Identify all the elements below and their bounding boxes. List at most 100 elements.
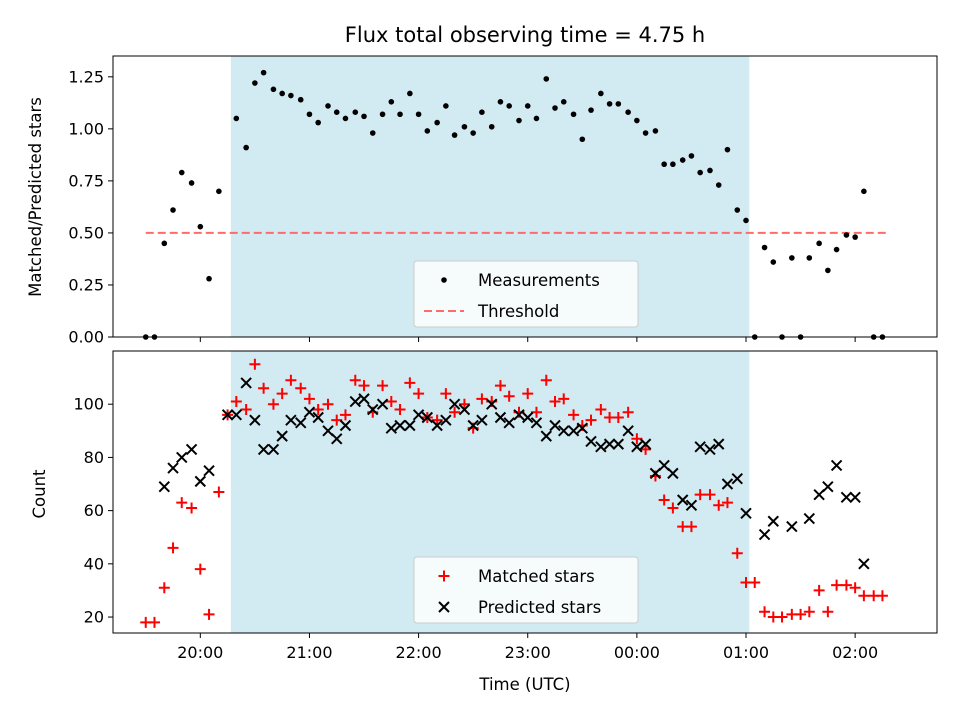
data-point [479, 109, 485, 115]
data-point [658, 494, 670, 506]
data-point [194, 475, 207, 488]
data-point [285, 414, 297, 426]
data-point [831, 579, 843, 591]
data-point [552, 105, 558, 111]
data-point [667, 502, 679, 514]
data-point [431, 419, 443, 432]
data-point [667, 467, 679, 480]
x-axis-label: Time (UTC) [478, 675, 570, 694]
data-point [688, 153, 695, 159]
data-point [840, 579, 852, 591]
data-point [595, 404, 607, 416]
data-point [158, 480, 171, 493]
data-point [588, 107, 594, 113]
data-point [522, 411, 534, 424]
data-point [312, 411, 324, 424]
data-point [415, 111, 422, 118]
data-point [679, 157, 686, 163]
data-point [158, 582, 170, 594]
data-point [704, 489, 716, 501]
data-point [570, 111, 577, 118]
data-point [458, 403, 471, 416]
data-point [197, 223, 204, 230]
data-point [685, 521, 697, 533]
data-point [503, 417, 515, 429]
bottom-axes-frame [112, 350, 938, 634]
top-y-tick-label: 1.00 [68, 119, 104, 138]
data-point [825, 267, 831, 274]
bottom-series-0 [140, 358, 888, 628]
data-point [549, 396, 561, 408]
data-point [721, 478, 734, 490]
data-point [833, 246, 840, 253]
data-point [822, 606, 834, 618]
data-point [734, 207, 741, 213]
data-point [385, 396, 397, 408]
data-point [394, 404, 406, 416]
data-point [240, 404, 252, 416]
data-point [458, 398, 470, 410]
data-point [279, 90, 285, 97]
data-point [322, 425, 334, 437]
data-point [694, 441, 706, 453]
bottom-y-tick-label: 60 [84, 501, 104, 520]
data-point [549, 419, 561, 432]
top-y-axis-label: Matched/Predicted stars [26, 97, 45, 297]
data-point [567, 425, 580, 437]
data-point [685, 499, 698, 512]
data-point [252, 80, 258, 86]
data-point [288, 92, 294, 99]
data-point [606, 101, 613, 107]
data-point [743, 217, 749, 224]
data-point [339, 409, 351, 421]
data-point [803, 606, 815, 618]
data-point [221, 409, 234, 421]
data-point [451, 132, 458, 138]
legend-marker [438, 570, 450, 582]
data-point [167, 542, 179, 554]
data-point [585, 414, 597, 426]
data-point [813, 584, 825, 596]
data-point [188, 180, 195, 186]
data-point [148, 616, 160, 628]
data-point [795, 608, 807, 620]
data-point [506, 103, 512, 109]
data-point [625, 109, 631, 115]
data-point [713, 438, 725, 450]
top-y-tick-label: 0.75 [68, 171, 104, 190]
data-point [440, 388, 452, 400]
top-y-tick-label: 0.00 [68, 328, 104, 347]
data-point [661, 161, 667, 168]
data-point [230, 396, 242, 408]
chart-title: Flux total observing time = 4.75 h [345, 23, 705, 47]
legend-label: Threshold [477, 302, 559, 321]
data-point [342, 115, 349, 122]
data-point [849, 582, 861, 594]
data-point [233, 115, 240, 122]
data-point [558, 393, 570, 405]
top-y-tick-label: 0.50 [68, 223, 104, 242]
data-point [303, 406, 316, 418]
data-point [470, 130, 476, 136]
data-point [257, 443, 270, 456]
data-point [840, 491, 853, 504]
data-point [631, 433, 643, 445]
data-point [522, 388, 534, 400]
data-point [516, 117, 522, 124]
top-legend: Measurements Threshold [413, 260, 639, 328]
data-point [369, 130, 376, 136]
data-point [816, 240, 822, 247]
data-point [276, 430, 288, 442]
data-point [494, 380, 506, 392]
data-point [694, 489, 706, 501]
data-point [658, 459, 670, 472]
data-point [540, 374, 552, 386]
data-point [576, 422, 589, 434]
data-point [494, 411, 507, 424]
data-point [339, 419, 352, 432]
top-axes-frame [112, 55, 938, 338]
data-point [634, 117, 640, 124]
data-point [876, 590, 888, 602]
data-point [598, 90, 604, 97]
